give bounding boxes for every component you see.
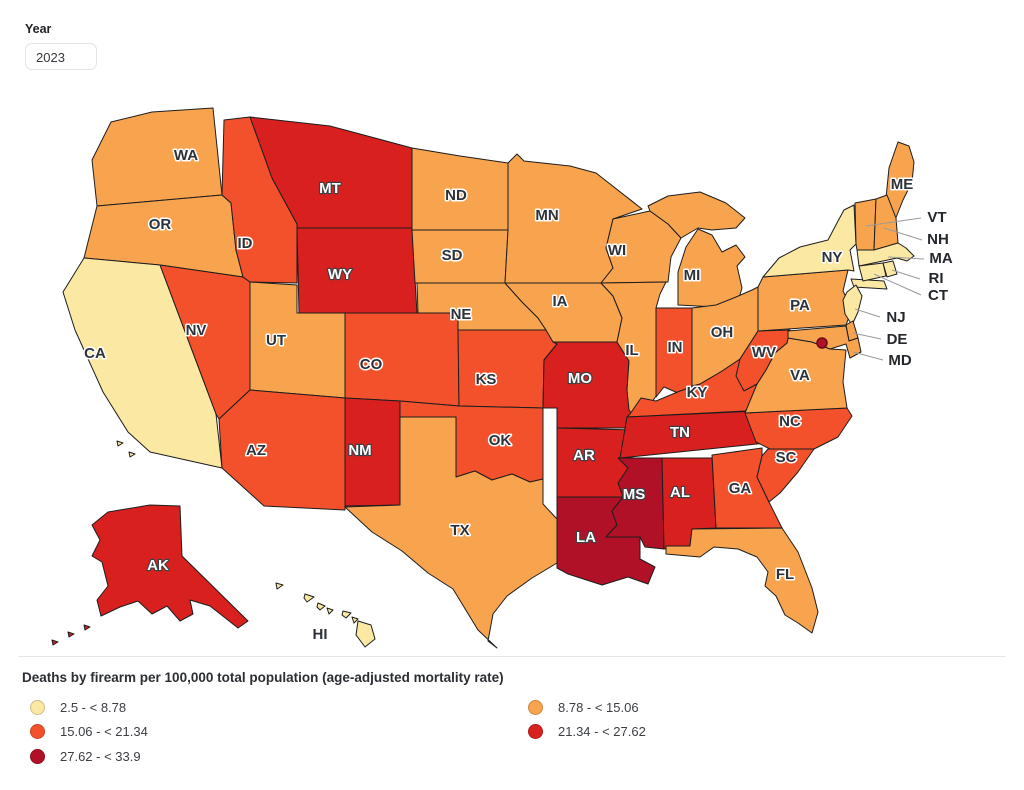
state-mi[interactable]	[677, 228, 746, 309]
state-tx[interactable]	[344, 416, 558, 649]
legend-item: 27.62 - < 33.9	[30, 749, 141, 764]
legend-item-label: 2.5 - < 8.78	[60, 700, 127, 715]
legend-swatch-3	[528, 724, 543, 739]
state-hi[interactable]	[341, 610, 352, 619]
state-label-ma: MA	[929, 250, 952, 267]
legend-item: 2.5 - < 8.78	[30, 700, 126, 715]
state-label-ct: CT	[928, 287, 948, 304]
state-nd[interactable]	[411, 147, 509, 231]
legend-swatch-1	[528, 700, 543, 715]
year-select[interactable]: 2023	[25, 43, 97, 70]
state-label-md: MD	[888, 352, 911, 369]
state-ny[interactable]	[850, 278, 888, 290]
state-az[interactable]	[218, 389, 346, 511]
year-control: Year 2023	[25, 22, 97, 70]
state-label-nj: NJ	[886, 309, 905, 326]
legend-swatch-4	[30, 749, 45, 764]
legend-item: 15.06 - < 21.34	[30, 724, 148, 739]
state-hi[interactable]	[275, 582, 284, 590]
legend-item: 8.78 - < 15.06	[528, 700, 639, 715]
state-hi[interactable]	[303, 593, 315, 603]
states-layer	[51, 107, 915, 649]
state-hi[interactable]	[355, 620, 376, 648]
year-select-value: 2023	[36, 50, 65, 65]
leader-line-ri	[891, 269, 921, 280]
state-label-hi: HI	[313, 626, 328, 643]
year-label: Year	[25, 22, 52, 36]
state-label-ri: RI	[929, 270, 944, 287]
legend-title: Deaths by firearm per 100,000 total popu…	[22, 670, 504, 685]
state-me[interactable]	[885, 141, 915, 221]
leader-line-md	[852, 351, 884, 361]
state-wa[interactable]	[91, 107, 223, 207]
legend-item-label: 8.78 - < 15.06	[558, 700, 639, 715]
state-ca[interactable]	[128, 451, 136, 458]
leader-line-de	[852, 332, 882, 340]
state-hi[interactable]	[326, 607, 334, 615]
leader-lines-layer	[852, 217, 925, 361]
leader-line-vt	[865, 217, 922, 227]
state-pa[interactable]	[757, 269, 853, 332]
legend-swatch-2	[30, 724, 45, 739]
state-hi[interactable]	[316, 602, 326, 611]
state-ak[interactable]	[67, 631, 75, 638]
leader-line-ma	[887, 256, 925, 260]
legend-divider	[18, 656, 1006, 657]
state-sd[interactable]	[411, 229, 509, 284]
state-nh[interactable]	[873, 194, 899, 251]
state-ca[interactable]	[116, 440, 124, 447]
state-wy[interactable]	[296, 227, 418, 314]
state-in[interactable]	[655, 307, 693, 398]
legend-item-label: 27.62 - < 33.9	[60, 749, 141, 764]
state-nm[interactable]	[344, 397, 401, 507]
state-ma[interactable]	[856, 242, 915, 267]
state-mi[interactable]	[647, 191, 746, 239]
state-fl[interactable]	[665, 527, 819, 634]
state-ny[interactable]	[762, 204, 857, 278]
state-nj[interactable]	[842, 284, 863, 326]
state-label-nh: NH	[927, 231, 949, 248]
state-ak[interactable]	[51, 639, 59, 646]
state-ks[interactable]	[457, 329, 558, 409]
state-ak[interactable]	[91, 504, 249, 629]
legend-item-label: 21.34 - < 27.62	[558, 724, 646, 739]
state-label-vt: VT	[927, 209, 946, 226]
state-nc[interactable]	[744, 407, 853, 450]
state-dc-dot[interactable]	[816, 337, 828, 349]
leader-line-nh	[883, 227, 923, 241]
state-co[interactable]	[344, 312, 460, 407]
state-ak[interactable]	[83, 624, 91, 631]
legend-item-label: 15.06 - < 21.34	[60, 724, 148, 739]
leader-line-ct	[873, 273, 922, 296]
state-label-de: DE	[887, 331, 908, 348]
state-sc[interactable]	[756, 448, 815, 503]
leader-line-nj	[854, 308, 881, 318]
legend-swatch-0	[30, 700, 45, 715]
legend-item: 21.34 - < 27.62	[528, 724, 646, 739]
state-hi[interactable]	[351, 616, 359, 624]
state-ct[interactable]	[858, 262, 887, 282]
